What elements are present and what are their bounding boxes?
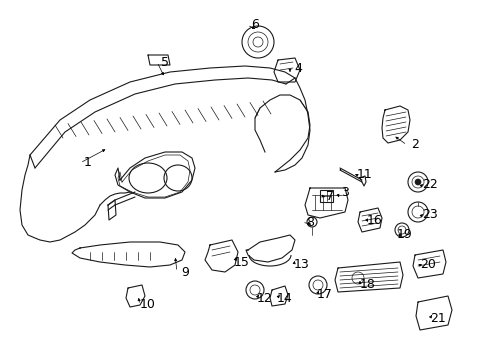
Text: 16: 16 [366, 213, 382, 226]
Text: 15: 15 [234, 256, 249, 269]
Text: 22: 22 [421, 179, 437, 192]
Text: 1: 1 [84, 157, 92, 170]
Circle shape [414, 179, 420, 185]
Text: 17: 17 [316, 288, 332, 302]
Text: 20: 20 [419, 258, 435, 271]
Text: 10: 10 [140, 298, 156, 311]
Text: 7: 7 [325, 189, 333, 202]
Text: 4: 4 [293, 62, 301, 75]
Text: 9: 9 [181, 266, 188, 279]
Text: 21: 21 [429, 311, 445, 324]
Text: 23: 23 [421, 208, 437, 221]
Text: 3: 3 [340, 185, 348, 198]
Text: 13: 13 [293, 258, 309, 271]
Text: 19: 19 [396, 229, 412, 242]
Text: 11: 11 [356, 168, 372, 181]
Text: 12: 12 [257, 292, 272, 305]
Text: 14: 14 [277, 292, 292, 305]
Text: 2: 2 [410, 139, 418, 152]
Text: 6: 6 [250, 18, 259, 31]
Bar [319, 190, 332, 202]
Text: 18: 18 [359, 279, 375, 292]
Text: 8: 8 [305, 216, 313, 229]
Text: 5: 5 [161, 55, 169, 68]
